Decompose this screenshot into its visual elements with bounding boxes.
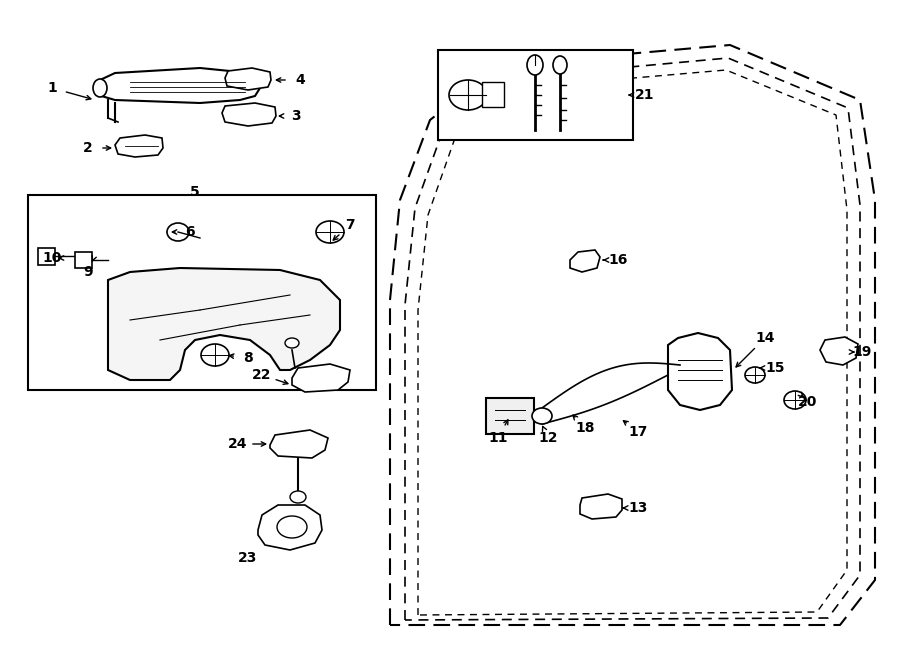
Text: 18: 18: [575, 421, 595, 435]
Ellipse shape: [532, 408, 552, 424]
Ellipse shape: [277, 516, 307, 538]
Text: 4: 4: [295, 73, 305, 87]
Text: 22: 22: [252, 368, 272, 382]
Polygon shape: [820, 337, 858, 365]
Ellipse shape: [316, 221, 344, 243]
Polygon shape: [95, 68, 260, 103]
Polygon shape: [38, 248, 55, 265]
Polygon shape: [258, 505, 322, 550]
Ellipse shape: [285, 338, 299, 348]
Text: 6: 6: [185, 225, 194, 239]
Polygon shape: [292, 364, 350, 392]
Text: 5: 5: [190, 185, 200, 199]
Text: 3: 3: [292, 109, 301, 123]
Text: 7: 7: [346, 218, 355, 232]
Text: 12: 12: [538, 431, 558, 445]
Ellipse shape: [553, 56, 567, 74]
Text: 14: 14: [755, 331, 775, 345]
Text: 13: 13: [628, 501, 648, 515]
Bar: [482, 82, 504, 107]
Text: 17: 17: [628, 425, 648, 439]
Polygon shape: [580, 494, 622, 519]
Polygon shape: [225, 68, 271, 90]
Text: 20: 20: [798, 395, 818, 409]
Ellipse shape: [167, 223, 189, 241]
Polygon shape: [108, 268, 340, 380]
Bar: [438, 50, 633, 140]
Polygon shape: [270, 430, 328, 458]
Text: 9: 9: [83, 265, 93, 279]
Polygon shape: [75, 252, 92, 268]
Text: 8: 8: [243, 351, 253, 365]
Bar: [28, 195, 376, 390]
Text: 2: 2: [83, 141, 93, 155]
Text: 1: 1: [47, 81, 57, 95]
Text: 21: 21: [635, 88, 655, 102]
Ellipse shape: [290, 491, 306, 503]
Ellipse shape: [93, 79, 107, 97]
Ellipse shape: [745, 367, 765, 383]
Ellipse shape: [201, 344, 229, 366]
Text: 19: 19: [852, 345, 872, 359]
Text: 11: 11: [488, 431, 508, 445]
Text: 23: 23: [238, 551, 257, 565]
Polygon shape: [668, 333, 732, 410]
Text: 16: 16: [608, 253, 627, 267]
Polygon shape: [222, 103, 276, 126]
Bar: [486, 398, 534, 434]
Ellipse shape: [527, 55, 543, 75]
Ellipse shape: [784, 391, 806, 409]
Text: 10: 10: [42, 251, 62, 265]
Text: 15: 15: [765, 361, 785, 375]
Polygon shape: [570, 250, 600, 272]
Text: 24: 24: [229, 437, 248, 451]
Ellipse shape: [449, 80, 487, 110]
Polygon shape: [115, 135, 163, 157]
